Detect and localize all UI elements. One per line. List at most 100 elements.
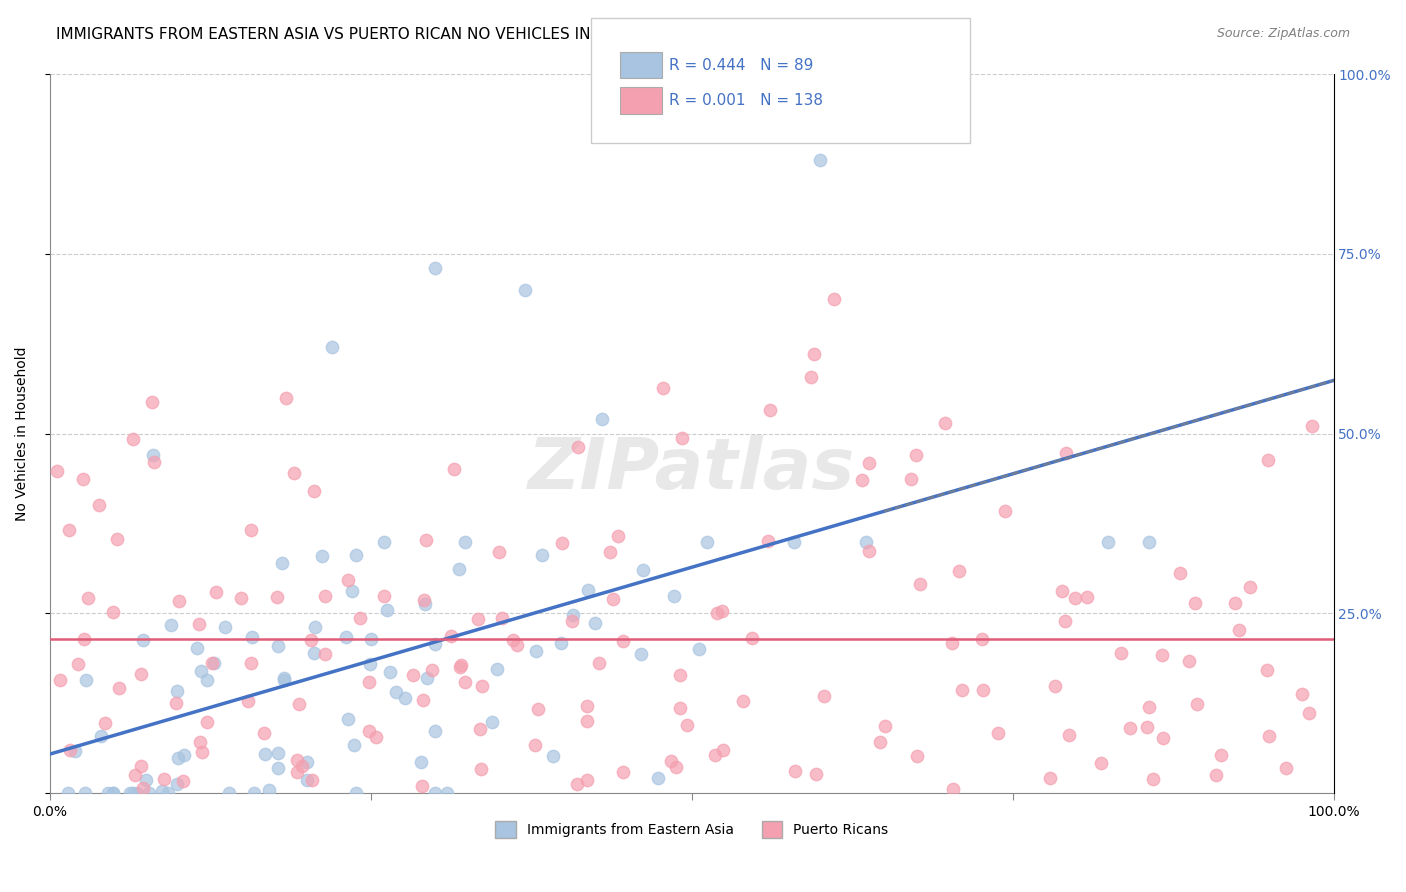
Point xyxy=(676,717,699,731)
Point xyxy=(823,293,845,307)
Point xyxy=(551,536,574,550)
Point xyxy=(311,549,333,564)
Point xyxy=(665,760,688,774)
Point xyxy=(1187,697,1209,711)
Point xyxy=(253,726,276,740)
Point xyxy=(467,612,489,626)
Point xyxy=(266,590,288,604)
Point xyxy=(336,573,359,587)
Point xyxy=(1227,623,1250,637)
Point xyxy=(491,610,513,624)
Point xyxy=(1258,730,1281,744)
Text: R = 0.444   N = 89: R = 0.444 N = 89 xyxy=(669,58,814,72)
Point xyxy=(869,735,891,749)
Point xyxy=(58,523,80,537)
Point xyxy=(138,786,160,800)
Point xyxy=(349,611,371,625)
Point xyxy=(141,448,163,462)
Point xyxy=(602,592,624,607)
Point xyxy=(159,618,181,632)
Point xyxy=(1257,453,1279,467)
Point xyxy=(1076,590,1098,604)
Point xyxy=(412,693,434,707)
Point xyxy=(910,577,932,591)
Point xyxy=(858,456,880,470)
Point xyxy=(481,715,503,730)
Point xyxy=(561,614,583,628)
Point xyxy=(1063,591,1085,606)
Point xyxy=(612,765,634,780)
Point xyxy=(1211,747,1233,762)
Point xyxy=(337,712,360,726)
Point xyxy=(101,606,124,620)
Point xyxy=(343,739,366,753)
Point xyxy=(204,585,226,599)
Point xyxy=(415,533,437,547)
Point xyxy=(524,644,547,658)
Point xyxy=(172,774,194,789)
Point xyxy=(1054,614,1077,628)
Point xyxy=(346,548,368,562)
Point xyxy=(575,699,598,714)
Point xyxy=(567,440,589,454)
Point xyxy=(314,589,336,603)
Point xyxy=(77,591,100,606)
Point xyxy=(94,716,117,731)
Point xyxy=(129,666,152,681)
Point xyxy=(855,534,877,549)
Point xyxy=(240,523,263,537)
Point xyxy=(425,637,447,651)
Text: IMMIGRANTS FROM EASTERN ASIA VS PUERTO RICAN NO VEHICLES IN HOUSEHOLD CORRELATIO: IMMIGRANTS FROM EASTERN ASIA VS PUERTO R… xyxy=(56,27,863,42)
Point xyxy=(454,675,477,690)
Point xyxy=(706,606,728,620)
Point xyxy=(583,615,606,630)
Point xyxy=(166,751,188,765)
Point xyxy=(65,744,87,758)
Point xyxy=(143,455,166,469)
Point xyxy=(299,632,322,647)
Text: R = 0.001   N = 138: R = 0.001 N = 138 xyxy=(669,94,824,108)
Legend: Immigrants from Eastern Asia, Puerto Ricans: Immigrants from Eastern Asia, Puerto Ric… xyxy=(489,816,894,844)
Point xyxy=(470,762,492,776)
Point xyxy=(567,776,589,790)
Point xyxy=(527,702,550,716)
Point xyxy=(190,745,212,759)
Point xyxy=(141,394,163,409)
Point xyxy=(425,723,447,738)
Point xyxy=(59,743,82,757)
Point xyxy=(800,370,823,384)
Point xyxy=(285,753,308,767)
Point xyxy=(704,748,727,763)
Point xyxy=(668,668,690,682)
Point xyxy=(994,503,1017,517)
Point xyxy=(905,749,928,764)
Point xyxy=(631,563,654,577)
Point xyxy=(359,674,381,689)
Point xyxy=(688,642,710,657)
Point xyxy=(132,632,155,647)
Point xyxy=(513,283,536,297)
Point xyxy=(972,682,994,697)
Point xyxy=(741,631,763,645)
Point xyxy=(1168,566,1191,580)
Point xyxy=(1050,584,1073,599)
Point xyxy=(756,533,779,548)
Point xyxy=(415,597,437,611)
Point xyxy=(576,582,599,597)
Point xyxy=(1256,663,1278,677)
Point xyxy=(453,534,475,549)
Point xyxy=(129,758,152,772)
Point xyxy=(669,701,692,715)
Point xyxy=(56,786,79,800)
Point xyxy=(75,786,97,800)
Point xyxy=(335,630,357,644)
Point xyxy=(413,593,436,607)
Point xyxy=(97,786,120,800)
Point xyxy=(711,743,734,757)
Point xyxy=(239,657,262,671)
Point xyxy=(394,691,416,706)
Point xyxy=(1205,768,1227,782)
Text: Source: ZipAtlas.com: Source: ZipAtlas.com xyxy=(1216,27,1350,40)
Point xyxy=(188,734,211,748)
Point xyxy=(813,689,835,703)
